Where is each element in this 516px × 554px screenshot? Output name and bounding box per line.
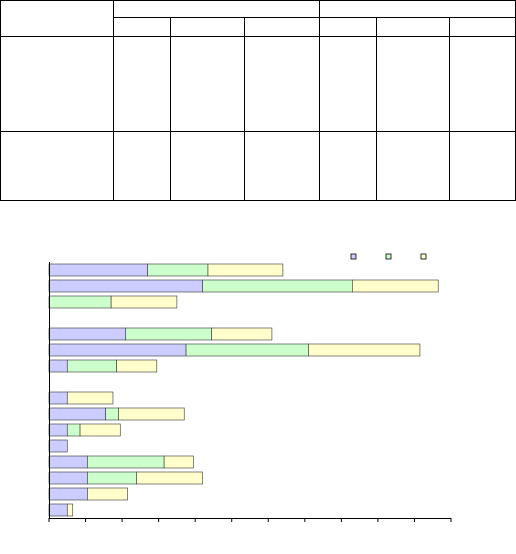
bar-segment	[48, 503, 68, 517]
bar-segment	[125, 327, 212, 341]
bar-segment	[105, 407, 119, 421]
bar-segment	[87, 455, 165, 469]
bar-segment	[48, 263, 148, 277]
bar-segment	[136, 471, 203, 485]
bar-segment	[48, 359, 68, 373]
bar-segment	[48, 327, 127, 341]
bar-segment	[66, 359, 117, 373]
legend-swatch	[350, 253, 357, 260]
table	[0, 0, 516, 201]
bar-segment	[48, 423, 68, 437]
legend-swatch	[420, 253, 427, 260]
bar-segment	[48, 439, 68, 453]
bar-segment	[48, 391, 68, 405]
bar-segment	[48, 295, 112, 309]
bar-segment	[48, 279, 203, 293]
bar-segment	[48, 343, 187, 357]
bar-segment	[308, 343, 421, 357]
bar-segment	[48, 487, 88, 501]
bar-segment	[87, 471, 138, 485]
bar-segment	[211, 327, 273, 341]
bar-segment	[79, 423, 121, 437]
bar-segment	[202, 279, 353, 293]
bar-segment	[352, 279, 439, 293]
bar-segment	[66, 423, 81, 437]
bar-segment	[66, 391, 114, 405]
bar-segment	[207, 263, 284, 277]
bar-segment	[48, 407, 106, 421]
legend-swatch	[385, 253, 392, 260]
bar-segment	[116, 359, 158, 373]
bar-segment	[185, 343, 309, 357]
bar-segment	[118, 407, 185, 421]
bar-segment	[163, 455, 194, 469]
bar-segment	[66, 503, 74, 517]
bar-segment	[48, 471, 88, 485]
bar-segment	[110, 295, 178, 309]
bar-segment	[87, 487, 128, 501]
bar-segment	[147, 263, 209, 277]
bar-segment	[48, 455, 88, 469]
